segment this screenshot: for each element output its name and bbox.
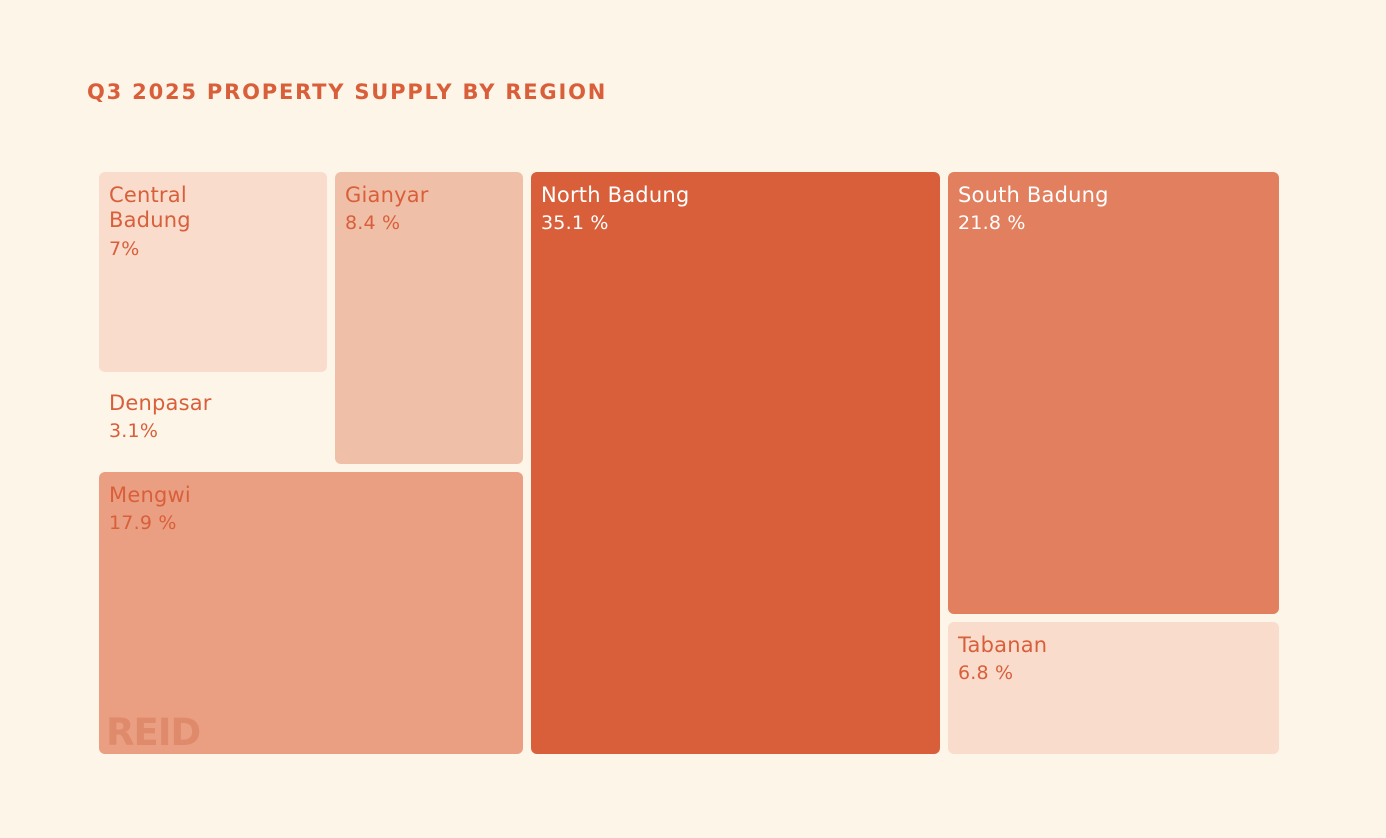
tile-label: Denpasar bbox=[109, 391, 212, 415]
tile-central-badung[interactable]: Central Badung 7% bbox=[99, 172, 327, 372]
tile-value: 21.8 % bbox=[958, 212, 1026, 234]
tile-south-badung[interactable]: South Badung 21.8 % bbox=[948, 172, 1279, 614]
tile-label: North Badung bbox=[541, 183, 690, 207]
tile-label: Mengwi bbox=[109, 483, 191, 507]
tile-value: 8.4 % bbox=[345, 212, 401, 234]
tile-value: 3.1% bbox=[109, 420, 159, 442]
tile-tabanan[interactable]: Tabanan 6.8 % bbox=[948, 622, 1279, 754]
tile-value: 7% bbox=[109, 238, 140, 260]
tile-mengwi[interactable]: Mengwi 17.9 % bbox=[99, 472, 523, 754]
tile-denpasar[interactable]: Denpasar 3.1% bbox=[99, 380, 327, 464]
tile-gianyar[interactable]: Gianyar 8.4 % bbox=[335, 172, 523, 464]
tile-value: 35.1 % bbox=[541, 212, 609, 234]
tile-label: Tabanan bbox=[958, 633, 1048, 657]
tile-label: South Badung bbox=[958, 183, 1109, 207]
tile-value: 6.8 % bbox=[958, 662, 1014, 684]
tile-north-badung[interactable]: North Badung 35.1 % bbox=[531, 172, 940, 754]
tile-label: Central Badung bbox=[109, 183, 191, 232]
tile-value: 17.9 % bbox=[109, 512, 177, 534]
reid-logo-watermark: REID bbox=[106, 711, 201, 754]
chart-title: Q3 2025 PROPERTY SUPPLY BY REGION bbox=[87, 80, 608, 104]
tile-label: Gianyar bbox=[345, 183, 429, 207]
